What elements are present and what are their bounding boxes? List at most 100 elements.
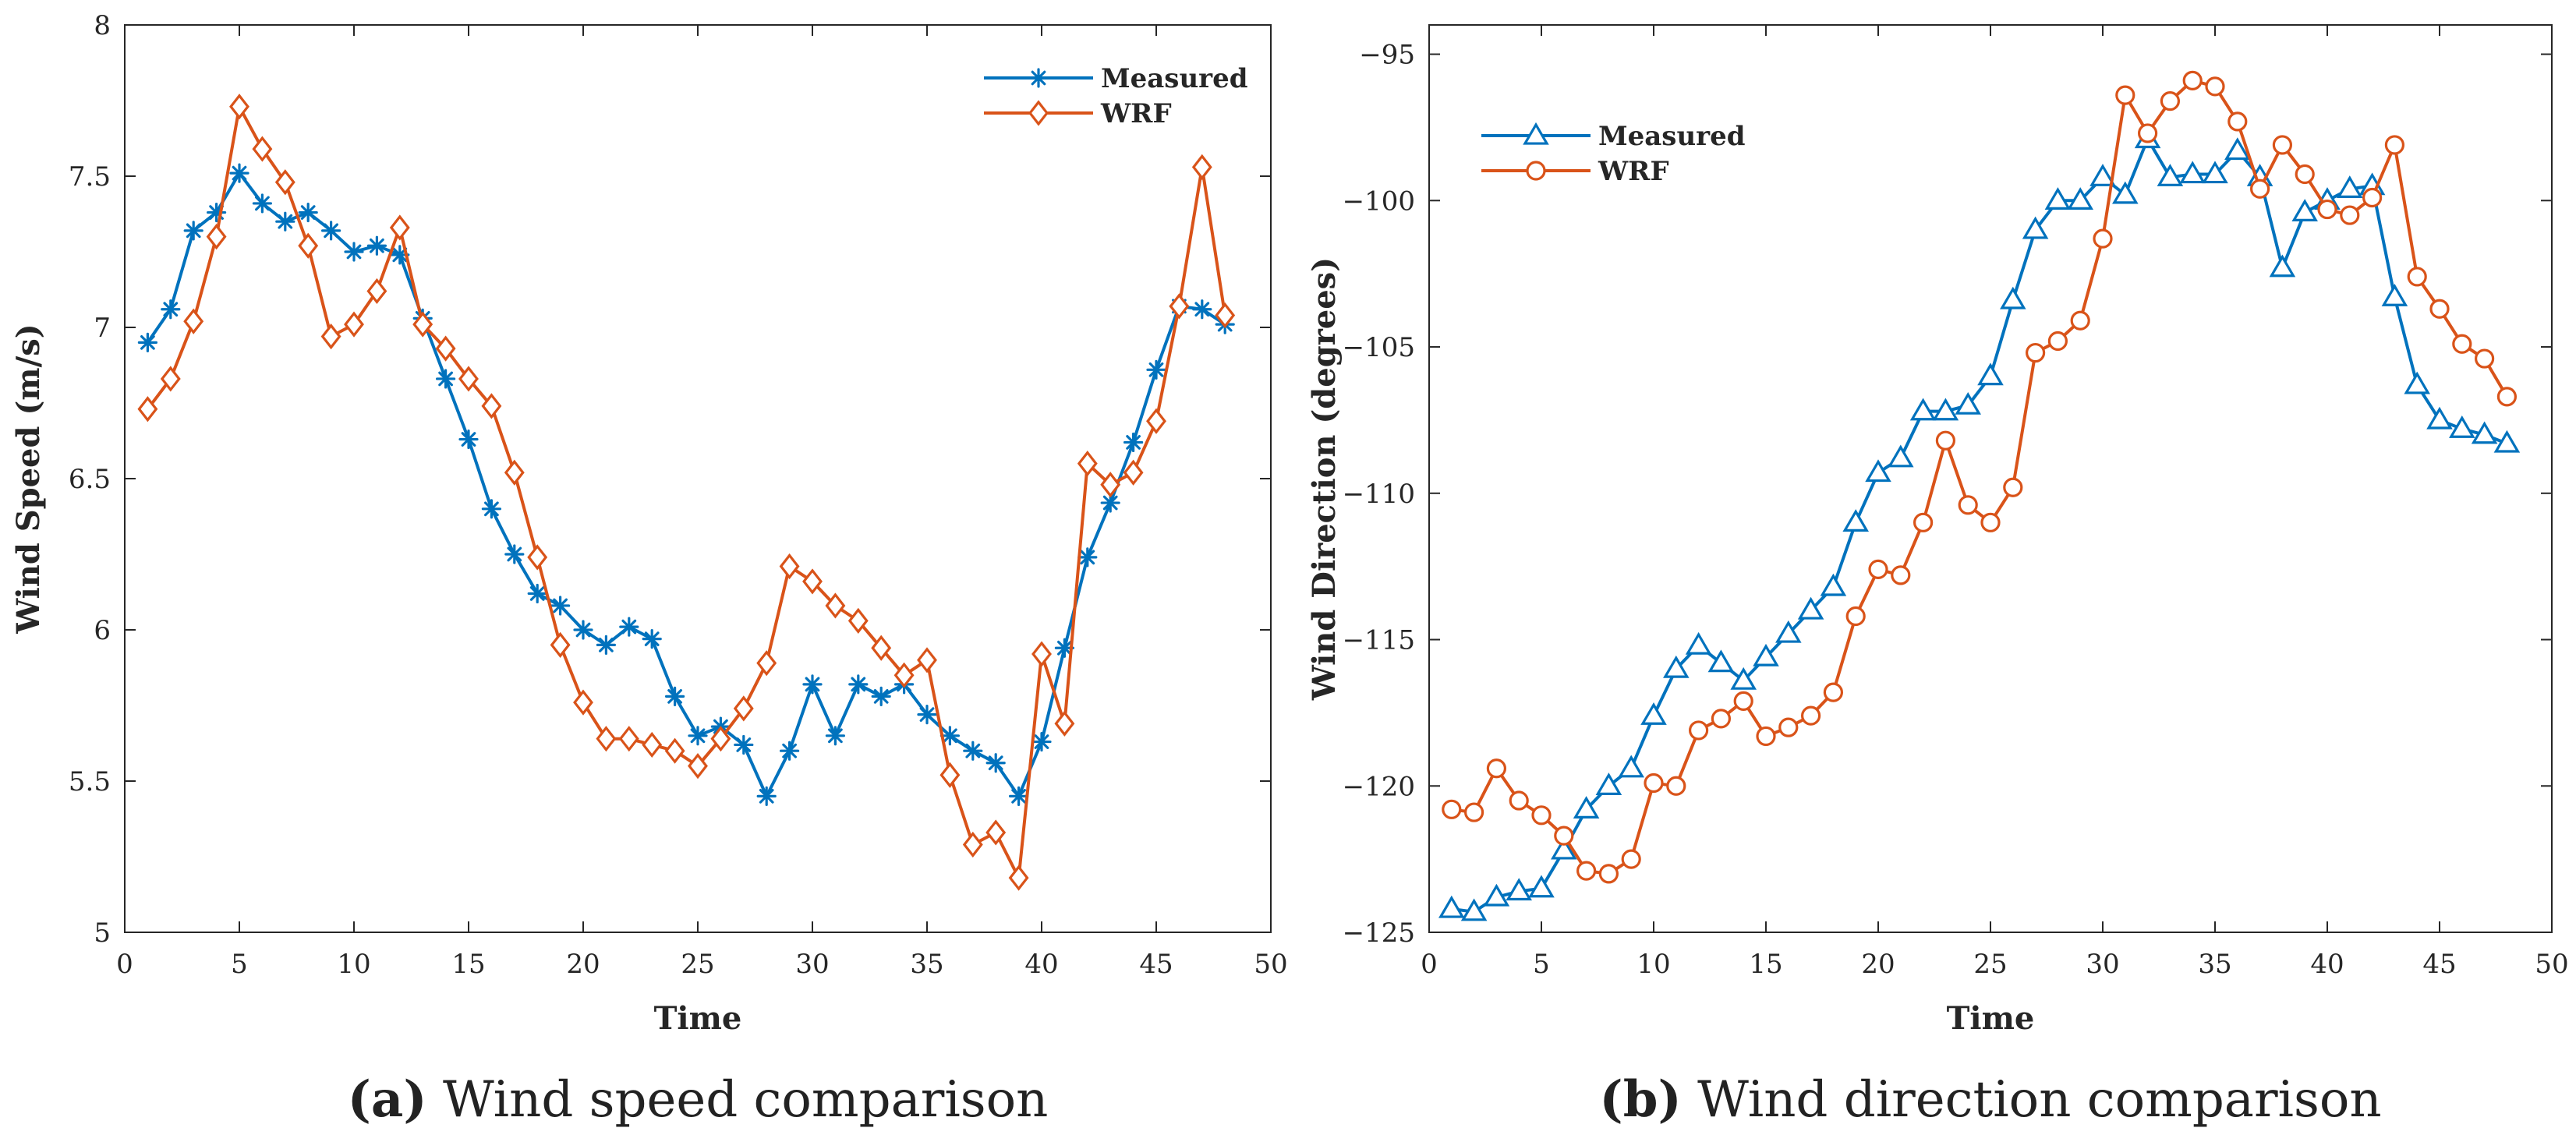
data-point-measured [2089,164,2116,186]
x-tick-label: 10 [1637,949,1670,980]
data-point-measured [985,753,1006,773]
data-point-wrf [1958,495,1978,515]
data-point-wrf [229,94,249,120]
data-point-wrf [1509,790,1529,811]
legend-item-measured-a: Measured [984,63,1247,94]
x-tick-label: 50 [1254,949,1287,980]
data-point-measured [1008,786,1029,807]
data-point-wrf [2475,348,2495,369]
x-tick-label: 25 [1973,949,2007,980]
data-point-wrf [1756,726,1776,747]
data-point-wrf [160,366,181,392]
data-point-measured [756,786,777,807]
data-point-measured [1888,444,1914,468]
y-tick-label: 5.5 [69,766,111,797]
data-point-measured [802,674,823,695]
data-point-measured [1797,596,1824,620]
y-tick-label: 5 [94,917,111,949]
y-tick-label: 7 [94,313,111,344]
x-tick-label: 20 [566,949,600,980]
data-point-wrf [458,366,479,392]
data-point-measured [2269,254,2296,278]
x-axis-label-b: Time [1947,1000,2035,1037]
data-point-measured [1077,547,1098,567]
y-tick-label: −95 [1359,40,1415,71]
data-point-wrf [344,311,364,338]
data-point-measured [2157,164,2184,186]
data-point-wrf [2115,85,2135,105]
plot-area-a [125,25,1271,932]
data-point-wrf [1442,799,1462,819]
data-point-measured [504,544,525,564]
data-point-measured [1909,398,1937,421]
data-point-wrf [917,647,937,674]
data-point-measured [2291,199,2318,221]
data-point-wrf [550,631,571,659]
y-tick-label: −125 [1343,917,1415,949]
data-point-measured [825,726,846,746]
data-point-measured [2112,181,2139,204]
legend-item-wrf-a: WRF [984,98,1172,129]
data-point-wrf [1486,758,1507,779]
data-point-wrf [618,726,639,752]
data-point-measured [1730,666,1757,690]
data-point-measured [2493,430,2521,453]
data-point-wrf [779,553,800,580]
y-tick-label: −100 [1343,186,1415,217]
data-point-wrf [412,311,433,338]
y-tick-label: 6 [94,615,111,646]
data-point-wrf [1576,861,1597,881]
legend-b: Measured WRF [1481,121,1745,187]
plot-frame-b [1428,24,2553,933]
data-point-measured [252,193,272,214]
data-point-wrf [2384,135,2404,155]
data-point-measured [963,741,983,761]
data-point-wrf [1980,512,2001,532]
data-point-measured [2044,187,2072,210]
data-point-measured [183,221,203,241]
data-point-measured [2202,161,2228,184]
data-point-wrf [985,819,1007,846]
data-point-measured [2337,175,2363,198]
legend-marker-wrf-a [1028,100,1049,126]
data-point-wrf [1123,459,1144,486]
data-point-wrf [1666,776,1686,796]
series-line-wrf [146,104,1227,880]
data-point-measured [917,705,937,725]
data-point-measured [527,583,547,604]
x-tick-label: 10 [337,949,370,980]
series-wrf [1442,70,2517,884]
data-point-wrf [2340,205,2360,225]
legend-marker-symbol [1028,100,1049,126]
data-point-measured [596,635,617,656]
caption-text-b: Wind direction comparison [1697,1071,2382,1129]
legend-a: Measured WRF [984,63,1247,129]
data-point-measured [458,429,479,450]
caption-label-a: (a) [348,1070,427,1129]
x-tick-label: 5 [231,949,248,980]
x-tick-label: 50 [2535,949,2568,980]
legend-label-wrf-a: WRF [1100,98,1172,129]
data-point-wrf [1100,472,1121,498]
data-point-wrf [962,831,983,858]
data-point-wrf [2452,334,2472,354]
data-point-wrf [1215,302,1236,329]
data-point-measured [939,726,961,746]
data-point-wrf [183,308,204,334]
data-point-wrf [847,607,869,634]
data-point-wrf [2026,342,2046,363]
data-point-wrf [1191,154,1212,180]
data-point-wrf [688,752,708,780]
data-point-wrf [1146,408,1166,434]
y-tick-label: −115 [1343,625,1415,656]
data-point-measured [344,242,364,262]
x-tick-label: 25 [681,949,714,980]
data-point-measured [2426,406,2453,430]
data-point-wrf [1169,293,1190,320]
x-tick-label: 20 [1861,949,1895,980]
data-point-wrf [2295,164,2315,185]
data-point-wrf [1823,682,1843,702]
data-point-wrf [320,324,341,350]
data-point-wrf [2227,111,2248,132]
legend-marker-symbol [1523,122,1549,145]
